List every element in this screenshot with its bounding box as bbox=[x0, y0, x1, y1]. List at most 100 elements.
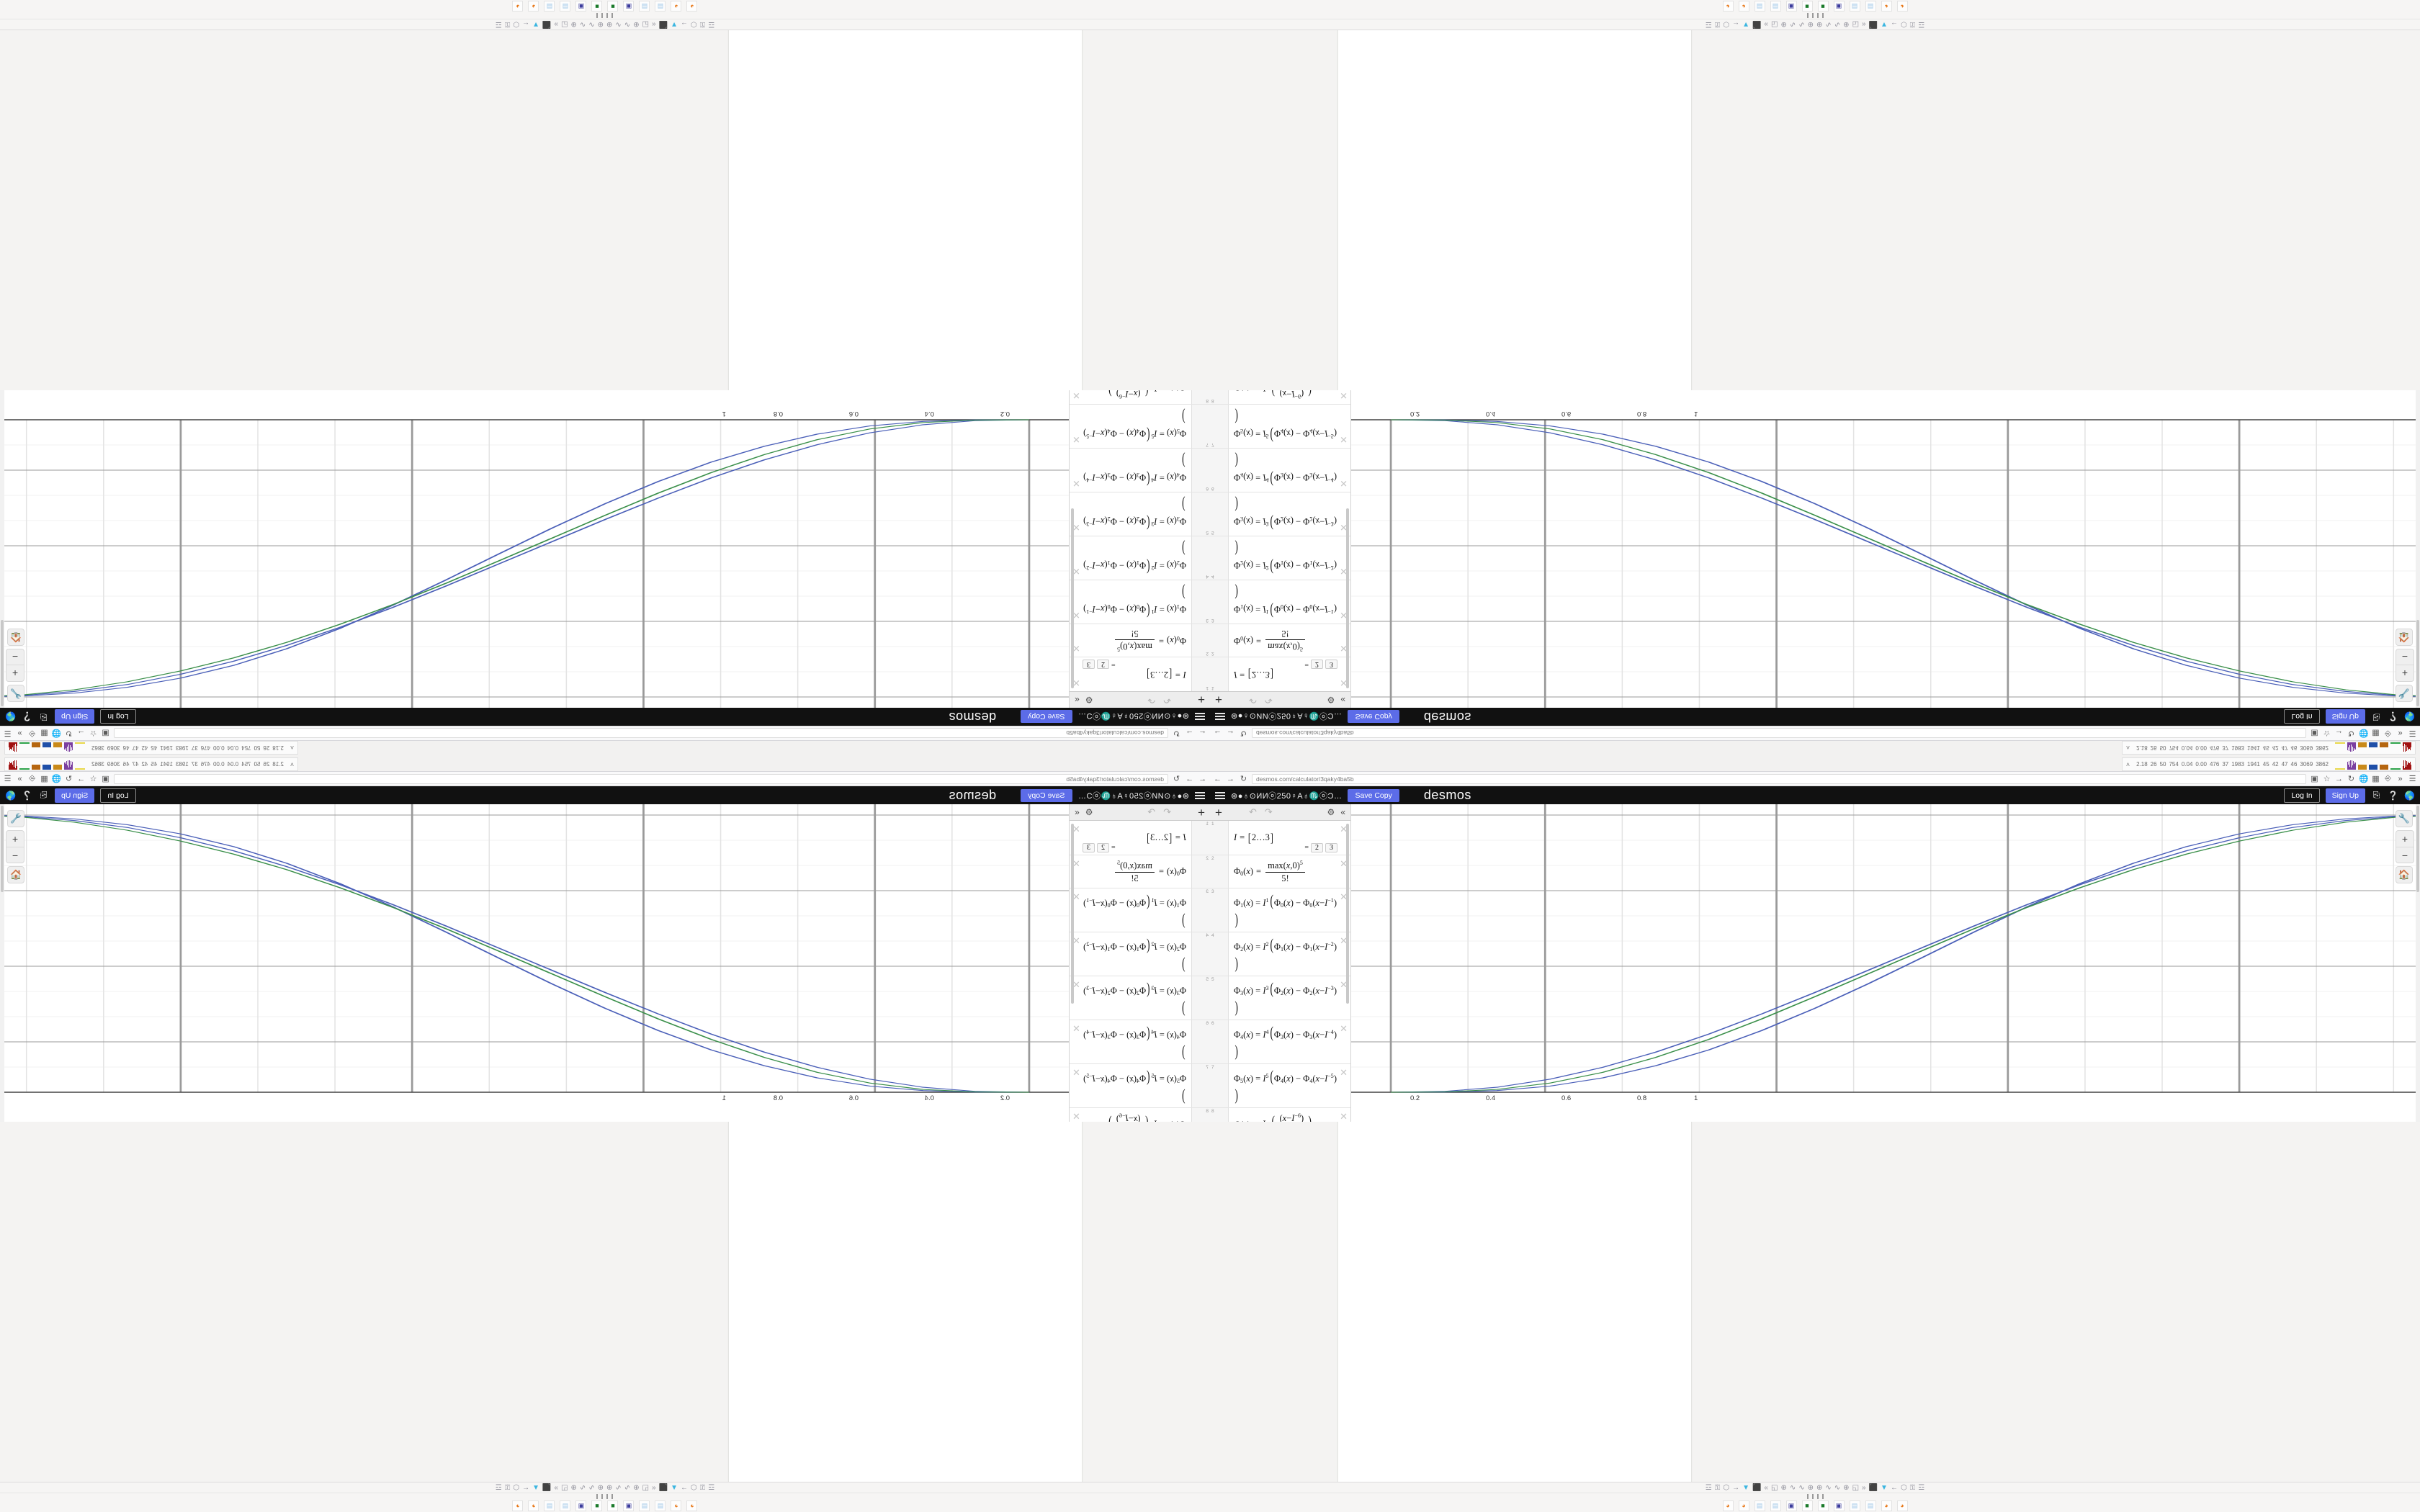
navigation-toolbar[interactable]: ← → ↻ desmos.com/calculator/3qaky4ba5b ▣… bbox=[1210, 726, 2420, 740]
tab-strip[interactable]: ˄ 2.18 26 50 754 0.04 0.00 476 37 1983 1… bbox=[1210, 740, 2420, 756]
arrow-left-icon[interactable]: ← bbox=[1890, 1483, 1898, 1492]
delete-expression-icon[interactable]: ✕ bbox=[1340, 979, 1348, 990]
taskbar-app-notepad-icon-9[interactable]: ▤ bbox=[544, 1, 555, 12]
save-copy-button[interactable]: Save Copy bbox=[1348, 788, 1399, 802]
shield-icon[interactable]: ⎆ bbox=[29, 729, 35, 738]
graph-scrollbar[interactable] bbox=[0, 804, 4, 1122]
settings-sliders-icon[interactable]: ☲ bbox=[1918, 20, 1925, 29]
hamburger-menu-icon[interactable] bbox=[1215, 713, 1225, 721]
bookmark-star-icon[interactable]: ☆ bbox=[2323, 775, 2331, 783]
taskbar-app-floppy-icon-4[interactable]: ▣ bbox=[623, 1, 635, 12]
back-arrow-icon[interactable]: ← bbox=[1214, 774, 1222, 783]
expression-row-1[interactable]: 1 I = [ 2…3 ] ✕ = 2 bbox=[1210, 821, 1350, 855]
expression-list[interactable]: 1 I = [ 2…3 ] ✕ = 2 bbox=[1070, 390, 1210, 691]
bookmark-star-icon[interactable]: ☆ bbox=[89, 775, 97, 783]
expression-content-2[interactable]: Φ0(x) = max(x,0)5 5! ✕ bbox=[1229, 855, 1350, 888]
expr1-value-1[interactable]: 3 bbox=[1083, 660, 1095, 669]
save-copy-button[interactable]: Save Copy bbox=[1348, 710, 1399, 724]
globe-icon[interactable]: ⊕ bbox=[1843, 1483, 1850, 1492]
trash-icon[interactable]: ⬛ bbox=[658, 1483, 668, 1492]
bookmark-star-icon[interactable]: ☆ bbox=[2323, 729, 2331, 737]
expression-row-7[interactable]: 7 Φ5(x) = I5(Φ4(x) − Φ4(x−I−5)) ✕ bbox=[1210, 1064, 1350, 1108]
expr1-value-1[interactable]: 3 bbox=[1325, 843, 1337, 852]
arrow-left-icon[interactable]: ← bbox=[522, 20, 530, 29]
menu-icon[interactable]: ☰ bbox=[2408, 775, 2416, 783]
taskbar-app-terminal-icon-5[interactable]: ■ bbox=[1801, 1, 1813, 12]
forward-arrow-icon[interactable]: → bbox=[1227, 729, 1234, 738]
taskbar-app-firefox-icon-10[interactable]: ◕ bbox=[1881, 1, 1892, 12]
globe-icon[interactable]: ⊕ bbox=[1816, 1483, 1823, 1492]
expression-content-8[interactable]: O(x) = Φ5((x−I−6)I−1) ✕ bbox=[1229, 390, 1350, 404]
reload-circle-icon[interactable]: ↻ bbox=[2347, 729, 2355, 737]
taskbar-app-notepad-icon-2[interactable]: ▤ bbox=[1754, 1, 1765, 12]
expr1-value-0[interactable]: 2 bbox=[1097, 843, 1109, 852]
expression-content-3[interactable]: Φ1(x) = I1(Φ0(x) − Φ0(x−I−1)) ✕ bbox=[1229, 580, 1350, 624]
wave-icon[interactable]: ∿ bbox=[588, 1483, 595, 1492]
flame-icon[interactable]: ▼ bbox=[532, 20, 539, 29]
taskbar-app-notepad-icon-8[interactable]: ▤ bbox=[1849, 1500, 1860, 1511]
zoom-out-icon[interactable]: − bbox=[2396, 847, 2414, 863]
graph-title[interactable]: ⊛●♁⊙ИИⓞ250♀A♁♏ⓞƆ… bbox=[1231, 791, 1343, 801]
wave-icon[interactable]: ∿ bbox=[624, 1483, 631, 1492]
sign-up-button[interactable]: Sign Up bbox=[55, 788, 95, 803]
expression-content-3[interactable]: Φ1(x) = I1(Φ0(x) − Φ0(x−I−1)) ✕ bbox=[1070, 580, 1191, 624]
expression-row-8[interactable]: 8 O(x) = Φ5((x−I−6)I−1) ✕ bbox=[1070, 1108, 1210, 1122]
sign-up-button[interactable]: Sign Up bbox=[2325, 788, 2365, 803]
shield-icon[interactable]: ⬡ bbox=[1723, 20, 1730, 29]
system-monitor-widget[interactable]: ˄ 2.18 26 50 754 0.04 0.00 476 37 1983 1… bbox=[4, 757, 299, 771]
taskbar-app-firefox-icon-10[interactable]: ◕ bbox=[1881, 1500, 1892, 1511]
folder-icon[interactable]: ◱ bbox=[1770, 20, 1778, 29]
taskbar-app-terminal-icon-6[interactable]: ■ bbox=[1817, 1, 1829, 12]
translate-icon[interactable]: ▣ bbox=[2311, 775, 2318, 783]
taskbar-app-floppy-icon-7[interactable]: ▣ bbox=[1833, 1, 1845, 12]
share-icon[interactable]: ⎘ bbox=[40, 712, 48, 722]
zoom-in-icon[interactable]: + bbox=[12, 833, 19, 845]
language-globe-icon[interactable]: 🌎 bbox=[5, 790, 16, 801]
arrow-right-icon[interactable]: → bbox=[2335, 729, 2343, 738]
translate-icon[interactable]: ▣ bbox=[102, 775, 109, 783]
translate-icon[interactable]: ▣ bbox=[102, 729, 109, 737]
wave-icon[interactable]: ∿ bbox=[1789, 20, 1796, 29]
wrench-icon[interactable]: 🔧 bbox=[7, 685, 24, 702]
lock-icon[interactable]: ⚿ bbox=[1909, 20, 1916, 29]
taskbar-app-firefox-icon-1[interactable]: ◕ bbox=[671, 1500, 682, 1511]
settings-sliders-icon[interactable]: ☲ bbox=[1705, 20, 1712, 29]
taskbar-app-terminal-icon-6[interactable]: ■ bbox=[591, 1, 603, 12]
flame-icon[interactable]: ▼ bbox=[1742, 1483, 1749, 1492]
share-icon[interactable]: ⎘ bbox=[2372, 712, 2380, 722]
trash-icon[interactable]: ⬛ bbox=[1868, 1483, 1878, 1492]
wave-icon[interactable]: ∿ bbox=[1834, 20, 1841, 29]
expression-row-6[interactable]: 6 Φ4(x) = I4(Φ3(x) − Φ3(x−I−4)) ✕ bbox=[1070, 448, 1210, 492]
taskbar-app-firefox-icon-0[interactable]: ◕ bbox=[686, 1500, 698, 1511]
trash-icon[interactable]: ⬛ bbox=[1752, 1483, 1762, 1492]
folder-icon[interactable]: ◱ bbox=[642, 1483, 650, 1492]
graph-scrollbar[interactable] bbox=[2416, 390, 2420, 708]
folder-icon[interactable]: ◱ bbox=[1770, 1483, 1778, 1492]
settings-sliders-icon[interactable]: ☲ bbox=[708, 20, 715, 29]
lock-icon[interactable]: ⚿ bbox=[504, 20, 511, 29]
expression-row-4[interactable]: 4 Φ2(x) = I2(Φ1(x) − Φ1(x−I−2)) ✕ bbox=[1210, 536, 1350, 580]
graph-canvas[interactable]: 0.2 0.4 0.6 0.8 1 🔧 + − 🏠 bbox=[1351, 390, 2420, 708]
shield-icon[interactable]: ⎆ bbox=[29, 774, 35, 783]
hamburger-menu-icon[interactable] bbox=[1195, 713, 1205, 721]
taskbar-app-firefox-icon-10[interactable]: ◕ bbox=[528, 1500, 539, 1511]
language-globe-icon[interactable]: 🌎 bbox=[5, 711, 16, 722]
collapse-panel-icon[interactable]: « bbox=[1075, 695, 1080, 705]
chevron-right-icon[interactable]: » bbox=[1862, 1483, 1866, 1492]
reload-icon[interactable]: ↻ bbox=[1173, 729, 1180, 737]
expression-row-5[interactable]: 5 Φ3(x) = I3(Φ2(x) − Φ2(x−I−3)) ✕ bbox=[1070, 492, 1210, 536]
container-icon[interactable]: ▦ bbox=[40, 729, 48, 737]
expression-content-8[interactable]: O(x) = Φ5((x−I−6)I−1) ✕ bbox=[1229, 1108, 1350, 1122]
delete-expression-icon[interactable]: ✕ bbox=[1340, 1067, 1348, 1078]
log-in-button[interactable]: Log In bbox=[2284, 788, 2320, 803]
expression-content-2[interactable]: Φ0(x) = max(x,0)5 5! ✕ bbox=[1229, 624, 1350, 657]
taskbar-app-floppy-icon-4[interactable]: ▣ bbox=[623, 1500, 635, 1511]
home-icon[interactable]: 🏠 bbox=[2396, 866, 2413, 883]
expression-content-1[interactable]: I = [ 2…3 ] ✕ = 2 3 bbox=[1229, 821, 1350, 855]
expression-row-8[interactable]: 8 O(x) = Φ5((x−I−6)I−1) ✕ bbox=[1210, 1108, 1350, 1122]
chevron-left-icon[interactable]: « bbox=[652, 1483, 656, 1492]
gear-icon[interactable]: ⚙ bbox=[1327, 807, 1335, 817]
zoom-in-icon[interactable]: + bbox=[2401, 667, 2408, 679]
expression-row-3[interactable]: 3 Φ1(x) = I1(Φ0(x) − Φ0(x−I−1)) ✕ bbox=[1070, 888, 1210, 932]
shield-icon[interactable]: ⎆ bbox=[2385, 729, 2391, 738]
